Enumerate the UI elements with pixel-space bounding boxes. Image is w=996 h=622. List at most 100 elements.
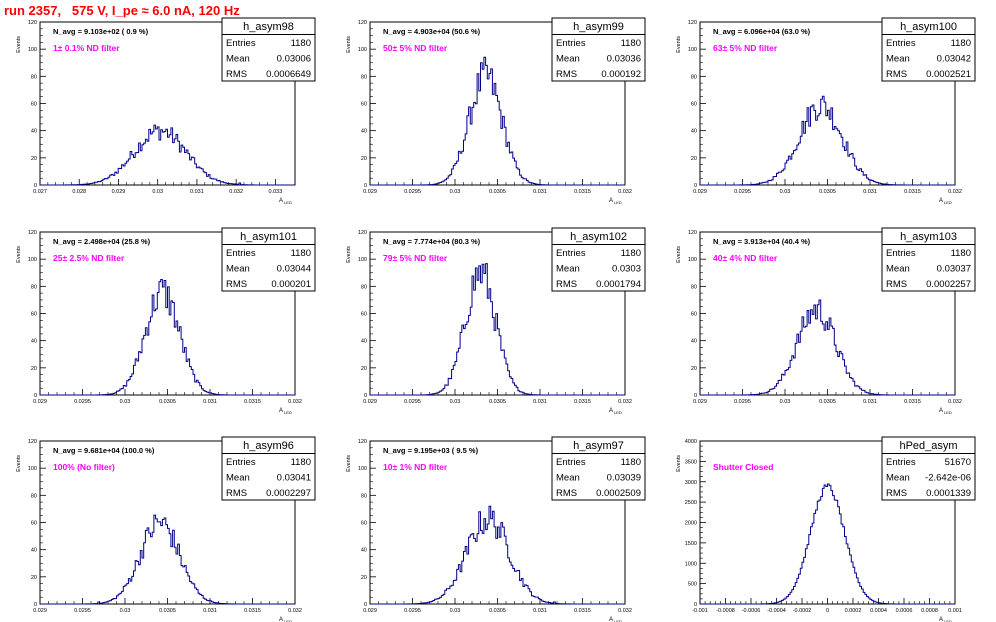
y-axis-title: Events [676, 36, 682, 53]
stats-title: h_asym101 [240, 231, 297, 243]
x-tick-label: -0.0008 [716, 608, 735, 614]
x-tick-label: 0.0315 [244, 399, 261, 405]
x-tick-label: 0.0008 [921, 608, 938, 614]
x-tick-label: 0.029 [33, 399, 47, 405]
x-axis-subscript: LED [614, 200, 622, 205]
x-tick-label: -0.001 [692, 608, 708, 614]
y-axis-title: Events [16, 455, 22, 472]
x-tick-label: 0.03 [120, 399, 131, 405]
y-tick-label: 60 [361, 312, 367, 318]
filter-label: 25± 2.5% ND filter [53, 253, 125, 263]
x-axis-title: A [939, 617, 943, 622]
stats-value: 1180 [951, 248, 971, 259]
histogram-panel-h_asym101: 0 20 40 60 80 100 120 0.029 0.0295 0.03 0.0305 0.03… [16, 227, 316, 415]
x-tick-label: 0.0305 [819, 189, 836, 195]
y-tick-label: 3500 [685, 459, 697, 465]
y-tick-label: 60 [31, 102, 37, 108]
stats-label: Mean [886, 473, 910, 484]
stats-box [881, 227, 976, 292]
stats-value: 0.03039 [607, 473, 641, 484]
stats-label: Entries [226, 457, 256, 468]
x-tick-label: 0.031 [533, 608, 547, 614]
y-tick-label: 100 [688, 47, 697, 53]
x-axis-title: A [609, 198, 613, 204]
x-tick-label: 0.033 [269, 189, 283, 195]
x-axis-subscript: LED [284, 200, 292, 205]
y-tick-label: 0 [364, 602, 367, 608]
y-tick-label: 1000 [685, 561, 697, 567]
x-tick-label: 0.03 [450, 399, 461, 405]
stats-value: 0.0002297 [266, 488, 311, 499]
y-tick-label: 120 [688, 230, 697, 236]
y-tick-label: 0 [364, 183, 367, 189]
x-tick-label: 0.031 [203, 608, 217, 614]
x-tick-label: 0.0315 [574, 608, 591, 614]
y-tick-label: 60 [361, 102, 367, 108]
x-tick-label: 0.031 [190, 189, 204, 195]
histogram-line [700, 299, 955, 396]
x-axis-title: A [939, 198, 943, 204]
x-tick-label: 0.0295 [74, 608, 91, 614]
x-axis-title: A [279, 617, 283, 622]
y-tick-label: 80 [361, 284, 367, 290]
y-tick-label: 20 [31, 156, 37, 162]
y-tick-label: 100 [688, 257, 697, 263]
x-tick-label: 0.0006 [896, 608, 913, 614]
y-tick-label: 0 [34, 602, 37, 608]
x-tick-label: 0.031 [863, 189, 877, 195]
x-tick-label: 0.03 [152, 189, 163, 195]
stats-value: 1180 [291, 38, 311, 49]
stats-value: 1180 [951, 38, 971, 49]
histogram-panel-h_asym102: 0 20 40 60 80 100 120 0.029 0.0295 0.03 0.0305 0.03… [346, 227, 646, 415]
run-title: run 2357, 575 V, I_pe ≈ 6.0 nA, 120 Hz [4, 3, 240, 18]
y-tick-label: 40 [691, 339, 697, 345]
navg-label: N_avg = 9.681e+04 (100.0 %) [53, 446, 155, 455]
stats-label: Mean [226, 473, 250, 484]
x-axis-subscript: LED [944, 619, 952, 622]
y-tick-label: 120 [358, 230, 367, 236]
x-tick-label: 0.03 [780, 399, 791, 405]
y-tick-label: 40 [691, 129, 697, 135]
y-tick-label: 80 [31, 284, 37, 290]
y-tick-label: 500 [688, 582, 697, 588]
x-axis-subscript: LED [944, 410, 952, 415]
y-tick-label: 20 [31, 366, 37, 372]
stats-label: RMS [556, 69, 577, 80]
x-tick-label: 0.0295 [404, 189, 421, 195]
x-tick-label: 0.0002 [845, 608, 862, 614]
stats-box [551, 17, 646, 82]
x-tick-label: 0.032 [618, 399, 632, 405]
stats-value: 0.000192 [601, 69, 641, 80]
x-tick-label: 0.031 [533, 189, 547, 195]
x-tick-label: 0.0295 [404, 608, 421, 614]
x-tick-label: 0.0315 [904, 189, 921, 195]
stats-value: 51670 [945, 457, 971, 468]
x-tick-label: 0.0305 [159, 399, 176, 405]
y-tick-label: 40 [31, 129, 37, 135]
y-tick-label: 40 [31, 548, 37, 554]
y-tick-label: 80 [361, 493, 367, 499]
filter-label: 100% (No filter) [53, 462, 115, 472]
x-tick-label: 0.032 [618, 608, 632, 614]
x-tick-label: 0.0295 [734, 189, 751, 195]
histogram-panel-h_asym98: 0 20 40 60 80 100 120 0.027 0.028 0.029 0.03 0.031 0… [16, 17, 316, 205]
x-tick-label: 0.027 [33, 189, 47, 195]
x-tick-label: 0.03 [120, 608, 131, 614]
y-tick-label: 40 [361, 339, 367, 345]
histogram-panel-h_asym96: 0 20 40 60 80 100 120 0.029 0.0295 0.03 0.0305 0.03… [16, 436, 316, 622]
x-tick-label: 0.0295 [404, 399, 421, 405]
y-tick-label: 60 [361, 521, 367, 527]
stats-box [551, 227, 646, 292]
y-tick-label: 80 [691, 284, 697, 290]
y-tick-label: 20 [31, 575, 37, 581]
x-tick-label: 0.032 [948, 189, 962, 195]
x-tick-label: -0.0002 [793, 608, 812, 614]
navg-label: N_avg = 9.103e+02 ( 0.9 %) [53, 27, 149, 36]
y-tick-label: 80 [31, 493, 37, 499]
stats-value: 0.03042 [937, 54, 971, 65]
stats-title: hPed_asym [899, 440, 957, 452]
y-tick-label: 120 [28, 230, 37, 236]
histogram-line [370, 505, 625, 605]
y-tick-label: 20 [691, 366, 697, 372]
